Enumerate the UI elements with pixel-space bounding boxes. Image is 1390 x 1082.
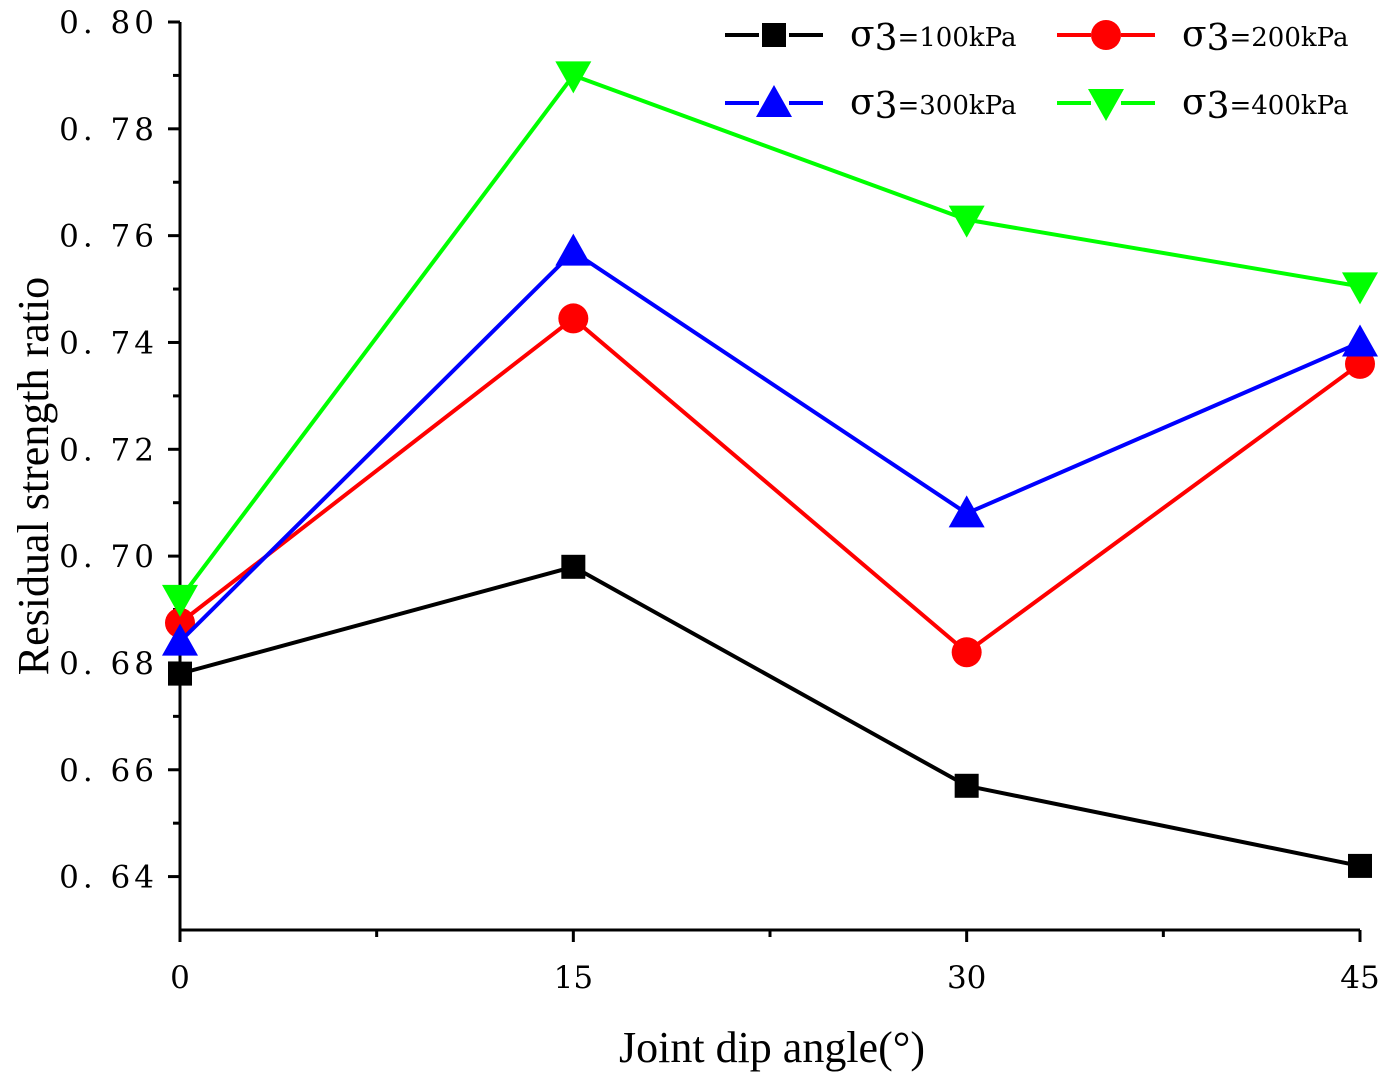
legend-label-subscript: 3 [1207,86,1230,127]
data-point [954,773,979,798]
legend-item-2: σ3=300kPa [725,82,1016,127]
data-point [162,623,198,656]
data-point [162,584,198,617]
x-axis-title: Joint dip angle(°) [619,1023,925,1072]
y-tick-label: 0. 72 [59,432,158,468]
legend-label-subscript: 3 [1207,18,1230,59]
series-1 [165,303,1375,668]
y-tick-label: 0. 70 [59,539,158,575]
legend-label-subscript: 3 [875,86,898,127]
x-tick-label: 0 [170,960,190,996]
data-point [168,661,192,686]
data-point [1342,272,1378,305]
x-tick-label: 15 [554,960,593,996]
legend-label-symbol: σ [850,14,875,55]
data-point [165,607,195,638]
legend-marker [1088,89,1124,121]
y-tick-label: 0. 78 [59,112,158,148]
data-point [558,303,589,334]
legend-label-subscript: 3 [875,18,898,59]
series-line [179,564,1361,868]
legend-label-suffix: =400kPa [1229,91,1348,121]
legend-marker [1091,20,1121,50]
x-tick-label: 30 [947,960,986,996]
y-tick-label: 0. 68 [59,646,158,682]
series-line [178,315,1362,655]
legend-label-symbol: σ [1182,82,1207,123]
legend-label: σ3=200kPa [1182,14,1348,59]
data-point [948,205,985,238]
series-line [178,73,1361,601]
series-layer [162,61,1378,878]
y-tick-label: 0. 64 [59,860,158,896]
legend-label-suffix: =300kPa [897,91,1016,121]
y-tick-label: 0. 66 [59,753,158,789]
series-2 [162,233,1378,656]
legend-label-suffix: =100kPa [897,23,1016,53]
data-point [1342,324,1378,357]
legend-label: σ3=300kPa [850,82,1016,127]
data-point [1348,853,1372,878]
data-point [555,61,592,94]
legend-item-0: σ3=100kPa [725,14,1016,59]
legend-label: σ3=400kPa [1182,82,1348,127]
legend-marker [762,23,786,47]
axes: 0. 64 0. 66 0. 68 0. 70 0. 72 0. 74 0. 76 0. 78… [59,5,1380,996]
data-point [951,637,982,668]
y-axis-title: Residual strength ratio [9,277,58,675]
series-line [178,249,1361,643]
legend-marker [756,85,792,117]
legend-label: σ3=100kPa [850,14,1016,59]
legend-item-3: σ3=400kPa [1057,82,1348,127]
y-tick-label: 0. 80 [59,5,158,41]
legend-label-symbol: σ [1182,14,1207,55]
x-tick-label: 45 [1340,960,1379,996]
y-tick-label: 0. 74 [59,325,158,361]
data-point [555,233,592,266]
series-0 [168,554,1372,878]
data-point [948,495,985,528]
legend-item-1: σ3=200kPa [1057,14,1348,59]
data-point [561,554,586,579]
legend-label-suffix: =200kPa [1229,23,1348,53]
y-tick-label: 0. 76 [59,219,158,255]
series-3 [162,61,1378,617]
legend-label-symbol: σ [850,82,875,123]
